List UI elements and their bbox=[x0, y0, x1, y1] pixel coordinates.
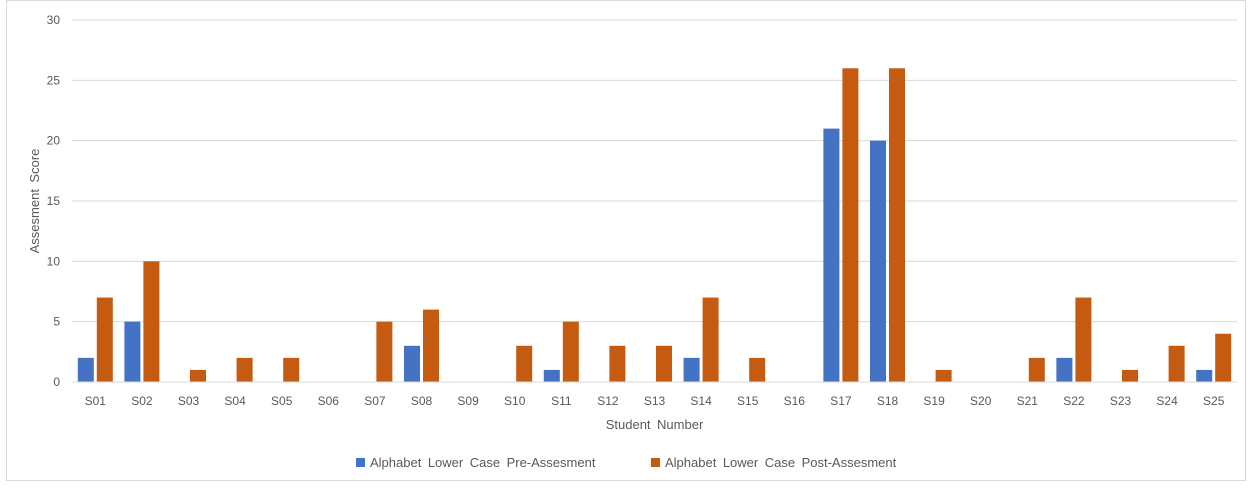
x-tick-label: S04 bbox=[224, 394, 246, 408]
bar-post-s18 bbox=[889, 68, 905, 383]
x-tick-label: S12 bbox=[597, 394, 619, 408]
bar-post-s24 bbox=[1168, 345, 1185, 382]
bar-pre-s14 bbox=[683, 357, 700, 382]
x-tick-label: S09 bbox=[457, 394, 479, 408]
x-tick-label: S24 bbox=[1156, 394, 1178, 408]
bar-post-s21 bbox=[1028, 357, 1045, 382]
bar-pre-s22 bbox=[1056, 357, 1073, 382]
y-tick-label: 5 bbox=[53, 315, 60, 329]
bar-post-s10 bbox=[516, 345, 533, 382]
x-tick-label: S07 bbox=[364, 394, 386, 408]
y-axis-ticks: 0 5 10 15 20 25 30 bbox=[47, 13, 61, 389]
x-tick-label: S05 bbox=[271, 394, 293, 408]
x-tick-label: S13 bbox=[644, 394, 666, 408]
x-tick-label: S02 bbox=[131, 394, 153, 408]
bar-post-s22 bbox=[1075, 297, 1092, 382]
x-axis-title: Student Number bbox=[606, 417, 704, 432]
x-tick-label: S14 bbox=[690, 394, 712, 408]
x-tick-label: S08 bbox=[411, 394, 433, 408]
bars bbox=[77, 68, 1232, 383]
y-tick-label: 25 bbox=[47, 73, 61, 87]
y-tick-label: 10 bbox=[47, 254, 61, 268]
y-tick-label: 20 bbox=[47, 134, 61, 148]
x-tick-label: S18 bbox=[877, 394, 899, 408]
bar-pre-s11 bbox=[543, 369, 560, 382]
x-tick-label: S25 bbox=[1203, 394, 1225, 408]
x-tick-label: S17 bbox=[830, 394, 852, 408]
bar-post-s05 bbox=[283, 357, 300, 382]
y-tick-label: 0 bbox=[53, 375, 60, 389]
bar-post-s13 bbox=[656, 345, 672, 382]
x-tick-label: S19 bbox=[923, 394, 945, 408]
legend-label-post: Alphabet Lower Case Post-Assesment bbox=[665, 455, 897, 470]
bar-pre-s01 bbox=[77, 357, 94, 382]
bar-post-s14 bbox=[702, 297, 719, 382]
y-tick-label: 30 bbox=[47, 13, 61, 27]
bar-post-s19 bbox=[935, 369, 952, 382]
x-tick-label: S21 bbox=[1017, 394, 1039, 408]
bar-chart: 0 5 10 15 20 25 30 S01 S02 S03 S04 S05 S06 S07 S08 S09… bbox=[27, 13, 1237, 470]
x-axis-ticks: S01 S02 S03 S04 S05 S06 S07 S08 S09 S10 S11 S12 S13 S… bbox=[85, 394, 1225, 408]
bar-post-s04 bbox=[236, 357, 253, 382]
bar-post-s12 bbox=[609, 345, 626, 382]
x-tick-label: S20 bbox=[970, 394, 992, 408]
bar-post-s08 bbox=[423, 309, 439, 382]
bar-pre-s17 bbox=[823, 128, 840, 382]
x-tick-label: S01 bbox=[85, 394, 107, 408]
x-tick-label: S11 bbox=[551, 394, 572, 408]
bar-pre-s08 bbox=[404, 345, 420, 382]
bar-post-s01 bbox=[96, 297, 113, 382]
x-tick-label: S23 bbox=[1110, 394, 1132, 408]
x-tick-label: S10 bbox=[504, 394, 526, 408]
x-tick-label: S16 bbox=[784, 394, 806, 408]
legend: Alphabet Lower Case Pre-Assesment Alphab… bbox=[356, 455, 897, 470]
bar-pre-s18 bbox=[870, 140, 886, 382]
x-tick-label: S06 bbox=[318, 394, 340, 408]
bar-post-s25 bbox=[1215, 333, 1232, 382]
x-tick-label: S22 bbox=[1063, 394, 1085, 408]
bar-post-s02 bbox=[143, 261, 160, 382]
legend-swatch-pre bbox=[356, 458, 365, 467]
y-axis-title: Assesment Score bbox=[27, 149, 42, 254]
bar-post-s07 bbox=[376, 321, 393, 382]
bar-post-s23 bbox=[1122, 369, 1138, 382]
x-tick-label: S03 bbox=[178, 394, 200, 408]
y-tick-label: 15 bbox=[47, 194, 61, 208]
bar-post-s15 bbox=[749, 357, 766, 382]
bar-post-s03 bbox=[190, 369, 206, 382]
bar-post-s11 bbox=[562, 321, 579, 382]
gridlines bbox=[72, 19, 1237, 323]
bar-post-s17 bbox=[842, 68, 859, 383]
chart-frame: 0 5 10 15 20 25 30 S01 S02 S03 S04 S05 S06 S07 S08 S09… bbox=[6, 0, 1246, 481]
legend-label-pre: Alphabet Lower Case Pre-Assesment bbox=[370, 455, 596, 470]
bar-pre-s02 bbox=[124, 321, 141, 382]
legend-swatch-post bbox=[651, 458, 660, 467]
x-tick-label: S15 bbox=[737, 394, 759, 408]
bar-pre-s25 bbox=[1196, 369, 1213, 382]
